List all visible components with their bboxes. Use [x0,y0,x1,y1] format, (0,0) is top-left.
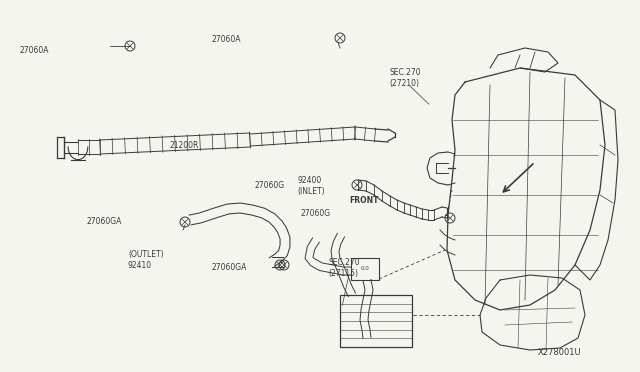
Text: 27060G: 27060G [301,209,331,218]
Bar [340,295,412,347]
Text: (OUTLET)
92410: (OUTLET) 92410 [128,250,164,270]
Text: 92400
(INLET): 92400 (INLET) [298,176,325,196]
Text: X278001U: X278001U [538,348,581,357]
Text: 0.0: 0.0 [360,266,369,272]
Bar [351,258,379,280]
Text: 27060GA: 27060GA [211,263,246,272]
Text: 27060A: 27060A [19,46,49,55]
Text: 27060A: 27060A [211,35,241,44]
Text: 27060GA: 27060GA [86,217,122,226]
Text: 27060G: 27060G [255,182,285,190]
Text: SEC.270
(27115): SEC.270 (27115) [328,258,360,278]
Text: FRONT: FRONT [349,196,378,205]
Text: SEC.270
(27210): SEC.270 (27210) [389,68,420,88]
Text: 21200R: 21200R [170,141,199,150]
